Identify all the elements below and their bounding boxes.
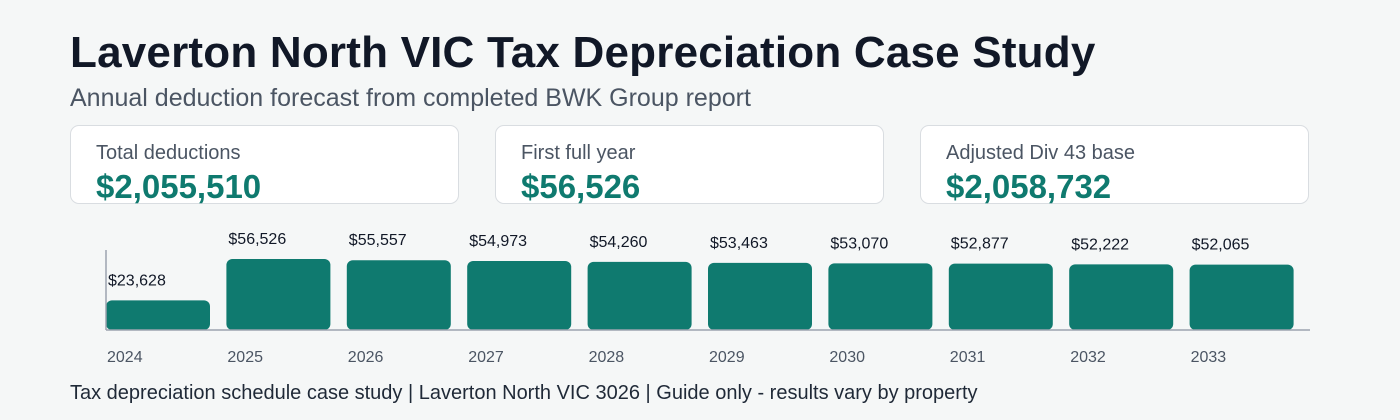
bar-2032 (1069, 264, 1174, 330)
bar-2028 (587, 261, 692, 330)
x-tick-label: 2030 (829, 349, 865, 366)
summary-card-div43-base: Adjusted Div 43 base $2,058,732 (920, 125, 1309, 205)
card-label: Adjusted Div 43 base (946, 142, 1136, 164)
x-tick-label: 2032 (1070, 349, 1106, 366)
bar-value-label: $54,260 (590, 234, 648, 251)
bar-value-label: $56,526 (228, 231, 286, 248)
card-label: First full year (521, 142, 636, 164)
summary-card-total-deductions: Total deductions $2,055,510 (70, 125, 459, 205)
card-value: $2,055,510 (96, 168, 262, 205)
bars-group (106, 259, 1294, 330)
x-tick-label: 2027 (468, 349, 504, 366)
bar-value-label: $54,973 (469, 233, 527, 250)
bar-value-label: $52,065 (1192, 237, 1250, 254)
x-tick-label: 2033 (1191, 349, 1227, 366)
summary-card-first-full-year: First full year $56,526 (495, 125, 884, 205)
card-label: Total deductions (96, 142, 241, 164)
card-value: $56,526 (521, 168, 641, 205)
bar-2031 (948, 263, 1053, 330)
bar-value-label: $52,877 (951, 236, 1009, 253)
bar-2030 (828, 263, 933, 330)
bar-value-label: $53,070 (830, 235, 888, 252)
bar-2027 (467, 260, 572, 330)
x-tick-label: 2031 (950, 349, 986, 366)
card-value: $2,058,732 (946, 168, 1112, 205)
bar-value-label: $23,628 (108, 272, 166, 289)
bar-2033 (1189, 264, 1294, 330)
bar-2025 (226, 259, 331, 330)
bar-value-label: $52,222 (1071, 236, 1129, 253)
x-tick-label: 2025 (227, 349, 263, 366)
page-title: Laverton North VIC Tax Depreciation Case… (70, 28, 1096, 77)
bar-value-label: $55,557 (349, 232, 407, 249)
bar-2029 (708, 262, 812, 330)
bar-2026 (346, 260, 451, 330)
x-tick-label: 2026 (348, 349, 384, 366)
labels-group: $23,628 2024 $56,526 2025 $55,557 2026 $54,973… (107, 231, 1250, 366)
bar-2024 (106, 300, 210, 330)
x-tick-label: 2028 (589, 349, 625, 366)
x-tick-label: 2024 (107, 349, 143, 366)
x-tick-label: 2029 (709, 349, 745, 366)
bar-value-label: $53,463 (710, 235, 768, 252)
page-subtitle: Annual deduction forecast from completed… (70, 84, 751, 112)
footer-note: Tax depreciation schedule case study | L… (70, 382, 978, 404)
